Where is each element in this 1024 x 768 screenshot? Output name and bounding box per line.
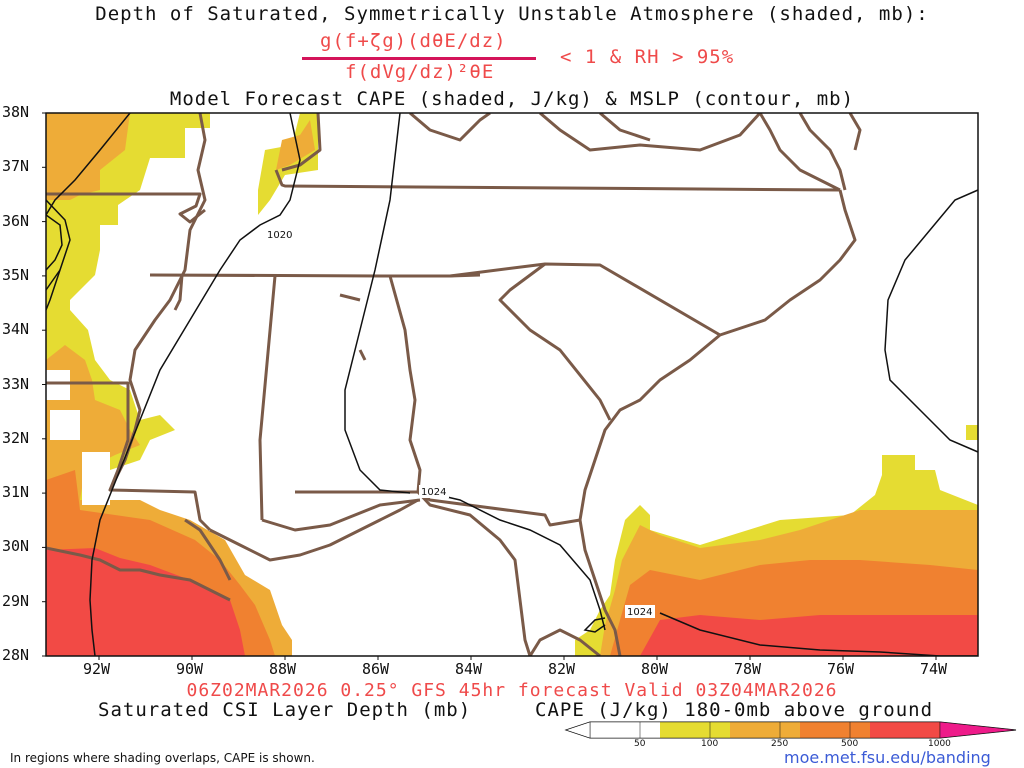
lon-label-90w: 90W [176,660,204,678]
lat-label-32n: 32N [2,428,30,447]
colorbar-tick-50: 50 [634,739,646,749]
lat-label-28n: 28N [2,646,30,664]
colorbar-tick-250: 250 [771,739,789,749]
axis-ticks [42,112,937,660]
title-line-1: Depth of Saturated, Symmetrically Unstab… [95,3,929,25]
lat-label-30n: 30N [2,537,30,556]
source-url-link[interactable]: moe.met.fsu.edu/banding [784,748,991,767]
colorbar-tick-100: 100 [701,739,719,749]
lat-label-35n: 35N [2,265,30,284]
lon-label-82w: 82W [548,660,576,678]
colorbar [564,721,1017,739]
lon-label-76w: 76W [827,660,855,678]
formula-denominator: f(dVg/dz)²θE [345,61,495,83]
lat-label-34n: 34N [2,320,30,339]
formula-numerator: g(f+ζg)(dθE/dz) [320,30,507,52]
lat-label-37n: 37N [2,157,30,176]
footnote: In regions where shading overlaps, CAPE … [10,751,315,765]
isobar-labels: 1020 1024 1024 [265,228,655,618]
lat-label-33n: 33N [2,374,30,393]
cape-shading-gulf-west [46,310,292,656]
lat-label-31n: 31N [2,483,30,502]
lat-label-36n: 36N [2,211,30,230]
csi-layer-label: Saturated CSI Layer Depth (mb) [98,699,472,721]
lon-label-88w: 88W [269,660,297,678]
lon-label-86w: 86W [362,660,390,678]
lon-label-80w: 80W [641,660,669,678]
colorbar-tick-1000: 1000 [928,739,951,749]
lat-label-29n: 29N [2,591,30,610]
lon-label-84w: 84W [455,660,483,678]
cape-label: CAPE (J/kg) 180-0mb above ground [535,699,934,721]
lat-label-38n: 38N [2,103,30,121]
lon-label-74w: 74W [920,660,948,678]
title-line-3: Model Forecast CAPE (shaded, J/kg) & MSL… [169,88,855,110]
forecast-valid-line: 06Z02MAR2026 0.25° GFS 45hr forecast Val… [186,680,838,701]
formula-condition: < 1 & RH > 95% [560,46,735,68]
cape-shading-atlantic [575,425,978,656]
isobar-contours [46,113,978,656]
colorbar-tick-500: 500 [841,739,859,749]
isobar-label-1024-gulf: 1024 [421,487,446,498]
lon-label-78w: 78W [734,660,762,678]
isobar-label-1020: 1020 [267,230,292,241]
lon-label-92w: 92W [83,660,111,678]
formula-fraction-bar [302,57,536,60]
map-plot-area: 1020 1024 1024 [46,113,978,656]
isobar-label-1024-atlantic: 1024 [627,607,652,618]
